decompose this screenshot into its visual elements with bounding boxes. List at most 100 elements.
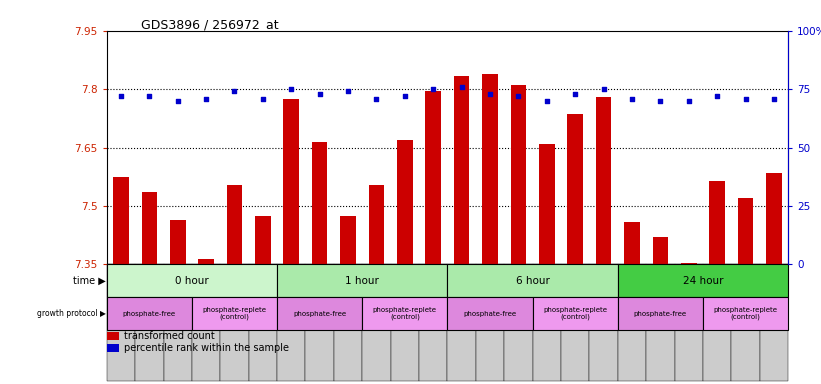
- Bar: [703, 297, 788, 330]
- Bar: [738, 198, 754, 265]
- Bar: [511, 85, 526, 265]
- Text: GDS3896 / 256972_at: GDS3896 / 256972_at: [141, 18, 278, 31]
- Point: [313, 91, 326, 97]
- Bar: [447, 265, 476, 381]
- Point: [398, 93, 411, 99]
- Point: [342, 88, 355, 94]
- Bar: [732, 265, 759, 381]
- Text: time ▶: time ▶: [73, 276, 106, 286]
- Point: [711, 93, 724, 99]
- Bar: [561, 265, 589, 381]
- Point: [285, 86, 298, 92]
- Bar: [107, 265, 277, 297]
- Bar: [277, 297, 362, 330]
- Bar: [340, 216, 355, 265]
- Bar: [107, 265, 135, 381]
- Bar: [277, 265, 447, 297]
- Bar: [617, 265, 646, 381]
- Point: [171, 98, 184, 104]
- Bar: [533, 265, 561, 381]
- Text: phosphate-replete
(control): phosphate-replete (control): [373, 307, 437, 320]
- Bar: [277, 265, 305, 381]
- Text: phosphate-free: phosphate-free: [634, 311, 687, 316]
- Text: 6 hour: 6 hour: [516, 276, 549, 286]
- Text: phosphate-replete
(control): phosphate-replete (control): [203, 307, 267, 320]
- Bar: [759, 265, 788, 381]
- Bar: [113, 177, 129, 265]
- Bar: [482, 74, 498, 265]
- Bar: [425, 91, 441, 265]
- Text: phosphate-replete
(control): phosphate-replete (control): [544, 307, 608, 320]
- Bar: [617, 265, 788, 297]
- Bar: [135, 265, 163, 381]
- Point: [569, 91, 582, 97]
- Point: [114, 93, 127, 99]
- Text: phosphate-free: phosphate-free: [293, 311, 346, 316]
- Bar: [567, 114, 583, 265]
- Bar: [107, 344, 119, 352]
- Text: transformed count: transformed count: [124, 331, 214, 341]
- Bar: [454, 76, 470, 265]
- Text: 0 hour: 0 hour: [175, 276, 209, 286]
- Bar: [107, 297, 192, 330]
- Point: [370, 96, 383, 102]
- Bar: [419, 265, 447, 381]
- Point: [200, 96, 213, 102]
- Bar: [646, 265, 675, 381]
- Bar: [703, 265, 732, 381]
- Point: [768, 96, 781, 102]
- Point: [654, 98, 667, 104]
- Point: [143, 93, 156, 99]
- Bar: [624, 222, 640, 265]
- Bar: [192, 297, 277, 330]
- Point: [256, 96, 269, 102]
- Point: [739, 96, 752, 102]
- Bar: [249, 265, 277, 381]
- Bar: [596, 97, 612, 265]
- Bar: [163, 265, 192, 381]
- Bar: [397, 140, 413, 265]
- Point: [228, 88, 241, 94]
- Point: [682, 98, 695, 104]
- Bar: [170, 220, 186, 265]
- Point: [511, 93, 525, 99]
- Bar: [312, 142, 328, 265]
- Text: phosphate-free: phosphate-free: [464, 311, 516, 316]
- Bar: [447, 265, 617, 297]
- Bar: [362, 297, 447, 330]
- Bar: [539, 144, 555, 265]
- Text: phosphate-free: phosphate-free: [123, 311, 176, 316]
- Bar: [447, 297, 533, 330]
- Point: [626, 96, 639, 102]
- Bar: [589, 265, 617, 381]
- Point: [484, 91, 497, 97]
- Point: [427, 86, 440, 92]
- Bar: [305, 265, 334, 381]
- Bar: [476, 265, 504, 381]
- Bar: [199, 258, 214, 265]
- Text: 1 hour: 1 hour: [346, 276, 379, 286]
- Bar: [681, 263, 696, 265]
- Bar: [391, 265, 419, 381]
- Bar: [192, 265, 220, 381]
- Bar: [504, 265, 533, 381]
- Text: growth protocol ▶: growth protocol ▶: [37, 309, 106, 318]
- Bar: [533, 297, 617, 330]
- Bar: [369, 185, 384, 265]
- Text: phosphate-replete
(control): phosphate-replete (control): [713, 307, 777, 320]
- Bar: [709, 181, 725, 265]
- Bar: [675, 265, 703, 381]
- Bar: [362, 265, 391, 381]
- Bar: [283, 99, 299, 265]
- Bar: [255, 216, 271, 265]
- Bar: [107, 332, 119, 341]
- Bar: [334, 265, 362, 381]
- Text: 24 hour: 24 hour: [683, 276, 723, 286]
- Point: [455, 84, 468, 90]
- Bar: [617, 297, 703, 330]
- Bar: [220, 265, 249, 381]
- Text: percentile rank within the sample: percentile rank within the sample: [124, 343, 289, 353]
- Point: [597, 86, 610, 92]
- Bar: [653, 237, 668, 265]
- Bar: [227, 185, 242, 265]
